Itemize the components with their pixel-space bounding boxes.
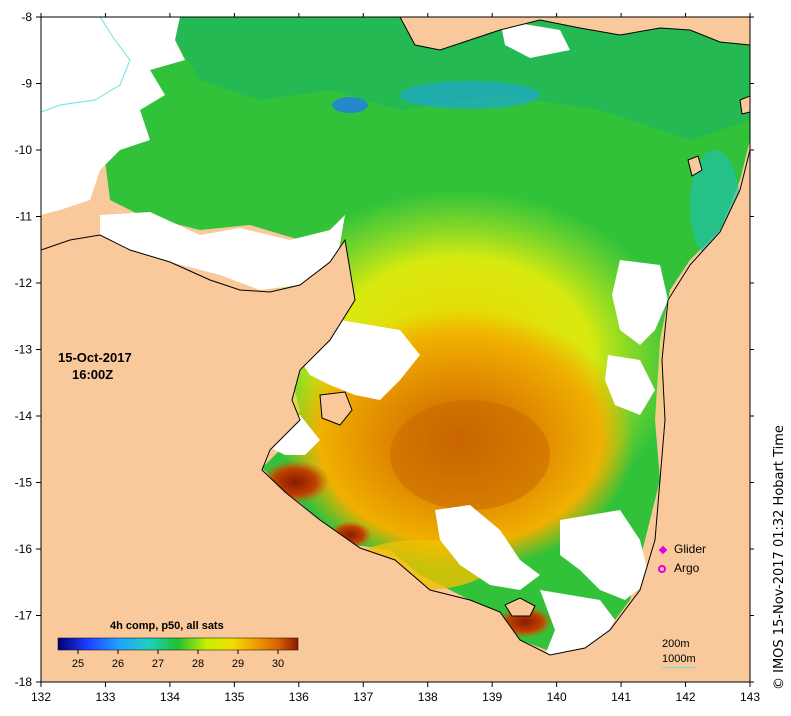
colorbar-title: 4h comp, p50, all sats <box>110 620 224 632</box>
circle-icon <box>658 564 666 573</box>
x-tick-label: 138 <box>418 690 438 704</box>
colorbar: 25 26 27 28 29 30 <box>57 637 299 670</box>
legend-label: Glider <box>674 542 707 556</box>
cloud-nw <box>41 17 185 215</box>
x-tick-label: 134 <box>160 690 180 704</box>
y-tick-label: -12 <box>15 276 33 290</box>
island <box>319 391 353 426</box>
north-cool-band <box>160 17 750 140</box>
x-tick-label: 141 <box>611 690 631 704</box>
cloud-east <box>612 260 668 345</box>
x-tick-label: 135 <box>224 690 244 704</box>
legend-item-glider: Glider <box>658 540 706 559</box>
y-tick-label: -10 <box>15 143 33 157</box>
depth-contour-200m <box>41 17 131 113</box>
colorbar-ticks: 25 26 27 28 29 30 <box>72 650 284 670</box>
cloud-west <box>100 212 345 290</box>
credit-text: © IMOS 15-Nov-2017 01:32 Hobart Time <box>772 425 787 690</box>
x-axis: 132 133 134 135 136 137 138 139 140 141 142 143 <box>31 13 760 704</box>
y-tick-label: -17 <box>15 609 33 623</box>
x-tick-label: 139 <box>482 690 502 704</box>
y-axis: -8 -9 -10 -11 -12 -13 -14 -15 -16 -17 -18 <box>15 10 754 689</box>
diamond-icon <box>658 545 668 554</box>
y-tick-label: -16 <box>15 542 33 556</box>
colorbar-tick-label: 28 <box>192 658 204 670</box>
depth-200m: 200m <box>662 638 690 650</box>
cool-patch <box>400 81 540 109</box>
x-tick-label: 140 <box>547 690 567 704</box>
island <box>504 597 536 617</box>
x-tick-label: 142 <box>676 690 696 704</box>
depth-1000m: 1000m <box>662 652 696 668</box>
cloud-ne <box>500 20 570 58</box>
y-tick-label: -11 <box>16 210 33 224</box>
island <box>687 155 703 177</box>
cloud-east2 <box>605 355 655 415</box>
cool-patch <box>332 97 368 113</box>
x-tick-label: 143 <box>740 690 760 704</box>
cloud-se <box>560 510 650 600</box>
land-west <box>41 149 750 682</box>
colorbar-tick-label: 25 <box>72 658 84 670</box>
time-label: 16:00Z <box>72 367 114 382</box>
legend-label: Argo <box>674 561 700 575</box>
date-stamp: 15-Oct-2017 16:00Z <box>58 349 132 383</box>
date-label: 15-Oct-2017 <box>58 350 132 365</box>
island <box>739 95 750 115</box>
y-tick-label: -9 <box>21 77 32 91</box>
warm-core-inner <box>390 400 550 510</box>
x-tick-label: 133 <box>95 690 115 704</box>
colorbar-tick-label: 30 <box>272 658 284 670</box>
cloud-s <box>435 505 540 590</box>
land-north <box>399 17 750 51</box>
y-tick-label: -14 <box>15 409 33 423</box>
x-tick-label: 136 <box>289 690 309 704</box>
y-tick-label: -18 <box>15 675 33 689</box>
colorbar-gradient <box>57 637 299 651</box>
colorbar-tick-label: 27 <box>152 658 164 670</box>
y-tick-label: -13 <box>15 343 33 357</box>
x-tick-label: 137 <box>353 690 373 704</box>
observation-legend: Glider Argo <box>658 540 706 578</box>
y-tick-label: -15 <box>15 476 33 490</box>
colorbar-tick-label: 29 <box>232 658 244 670</box>
x-tick-label: 132 <box>31 690 51 704</box>
legend-item-argo: Argo <box>658 559 706 578</box>
depth-legend: 200m 1000m <box>662 637 696 668</box>
y-tick-label: -8 <box>21 10 32 24</box>
colorbar-tick-label: 26 <box>112 658 124 670</box>
